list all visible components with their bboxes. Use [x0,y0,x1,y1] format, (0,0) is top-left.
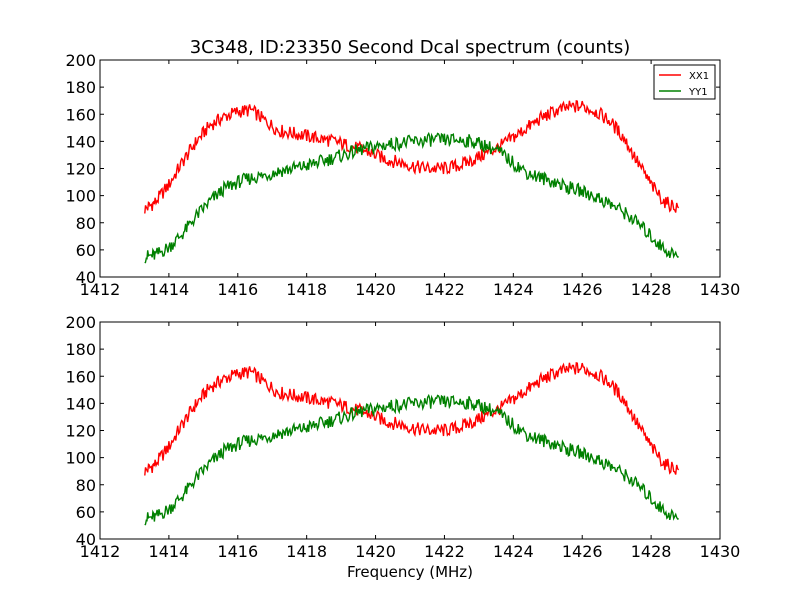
x-tick-label: 1414 [149,280,190,299]
y-tick-label: 180 [65,78,96,97]
y-tick-label: 60 [76,503,96,522]
x-tick-label: 1420 [355,542,396,561]
y-tick-label: 100 [65,449,96,468]
y-tick-label: 180 [65,340,96,359]
x-tick-label: 1414 [149,542,190,561]
x-tick-label: 1428 [631,280,672,299]
y-tick-label: 120 [65,160,96,179]
y-tick-label: 80 [76,214,96,233]
x-tick-label: 1428 [631,542,672,561]
x-tick-label: 1412 [80,542,121,561]
bottom-plot-panel: 1412 1414 1416 1418 1420 1422 1424 1426 1428 1430… [65,313,740,561]
x-tick-label: 1412 [80,280,121,299]
x-tick-label: 1426 [562,542,603,561]
x-tick-label: 1420 [355,280,396,299]
y-tick-label: 60 [76,241,96,260]
y-tick-label: 40 [76,268,96,287]
x-axis-label: Frequency (MHz) [347,563,473,581]
legend-label: XX1 [689,71,709,82]
y-tick-label: 80 [76,476,96,495]
series-line-series-0 [144,361,680,476]
x-tick-label: 1430 [700,280,741,299]
y-tick-label: 160 [65,105,96,124]
y-tick-label: 160 [65,367,96,386]
chart-title: 3C348, ID:23350 Second Dcal spectrum (co… [190,37,631,58]
x-tick-label: 1418 [286,280,327,299]
x-tick-label: 1418 [286,542,327,561]
x-tick-label: 1416 [217,542,258,561]
series-line-yy1 [144,131,679,264]
x-tick-label: 1422 [424,280,465,299]
y-tick-label: 140 [65,132,96,151]
y-tick-label: 100 [65,187,96,206]
y-tick-label: 40 [76,530,96,549]
y-tick-label: 140 [65,394,96,413]
series-line-series-1 [144,393,679,526]
x-tick-label: 1416 [217,280,258,299]
y-tick-label: 200 [65,313,96,332]
x-tick-label: 1422 [424,542,465,561]
x-tick-label: 1424 [493,542,534,561]
y-tick-label: 200 [65,51,96,70]
x-tick-label: 1430 [700,542,741,561]
top-plot-panel: 1412 1414 1416 1418 1420 1422 1424 1426 1428 1430… [65,51,740,299]
legend-label: YY1 [688,87,708,98]
x-tick-label: 1424 [493,280,534,299]
x-tick-label: 1426 [562,280,603,299]
y-tick-label: 120 [65,422,96,441]
series-line-xx1 [144,99,680,214]
